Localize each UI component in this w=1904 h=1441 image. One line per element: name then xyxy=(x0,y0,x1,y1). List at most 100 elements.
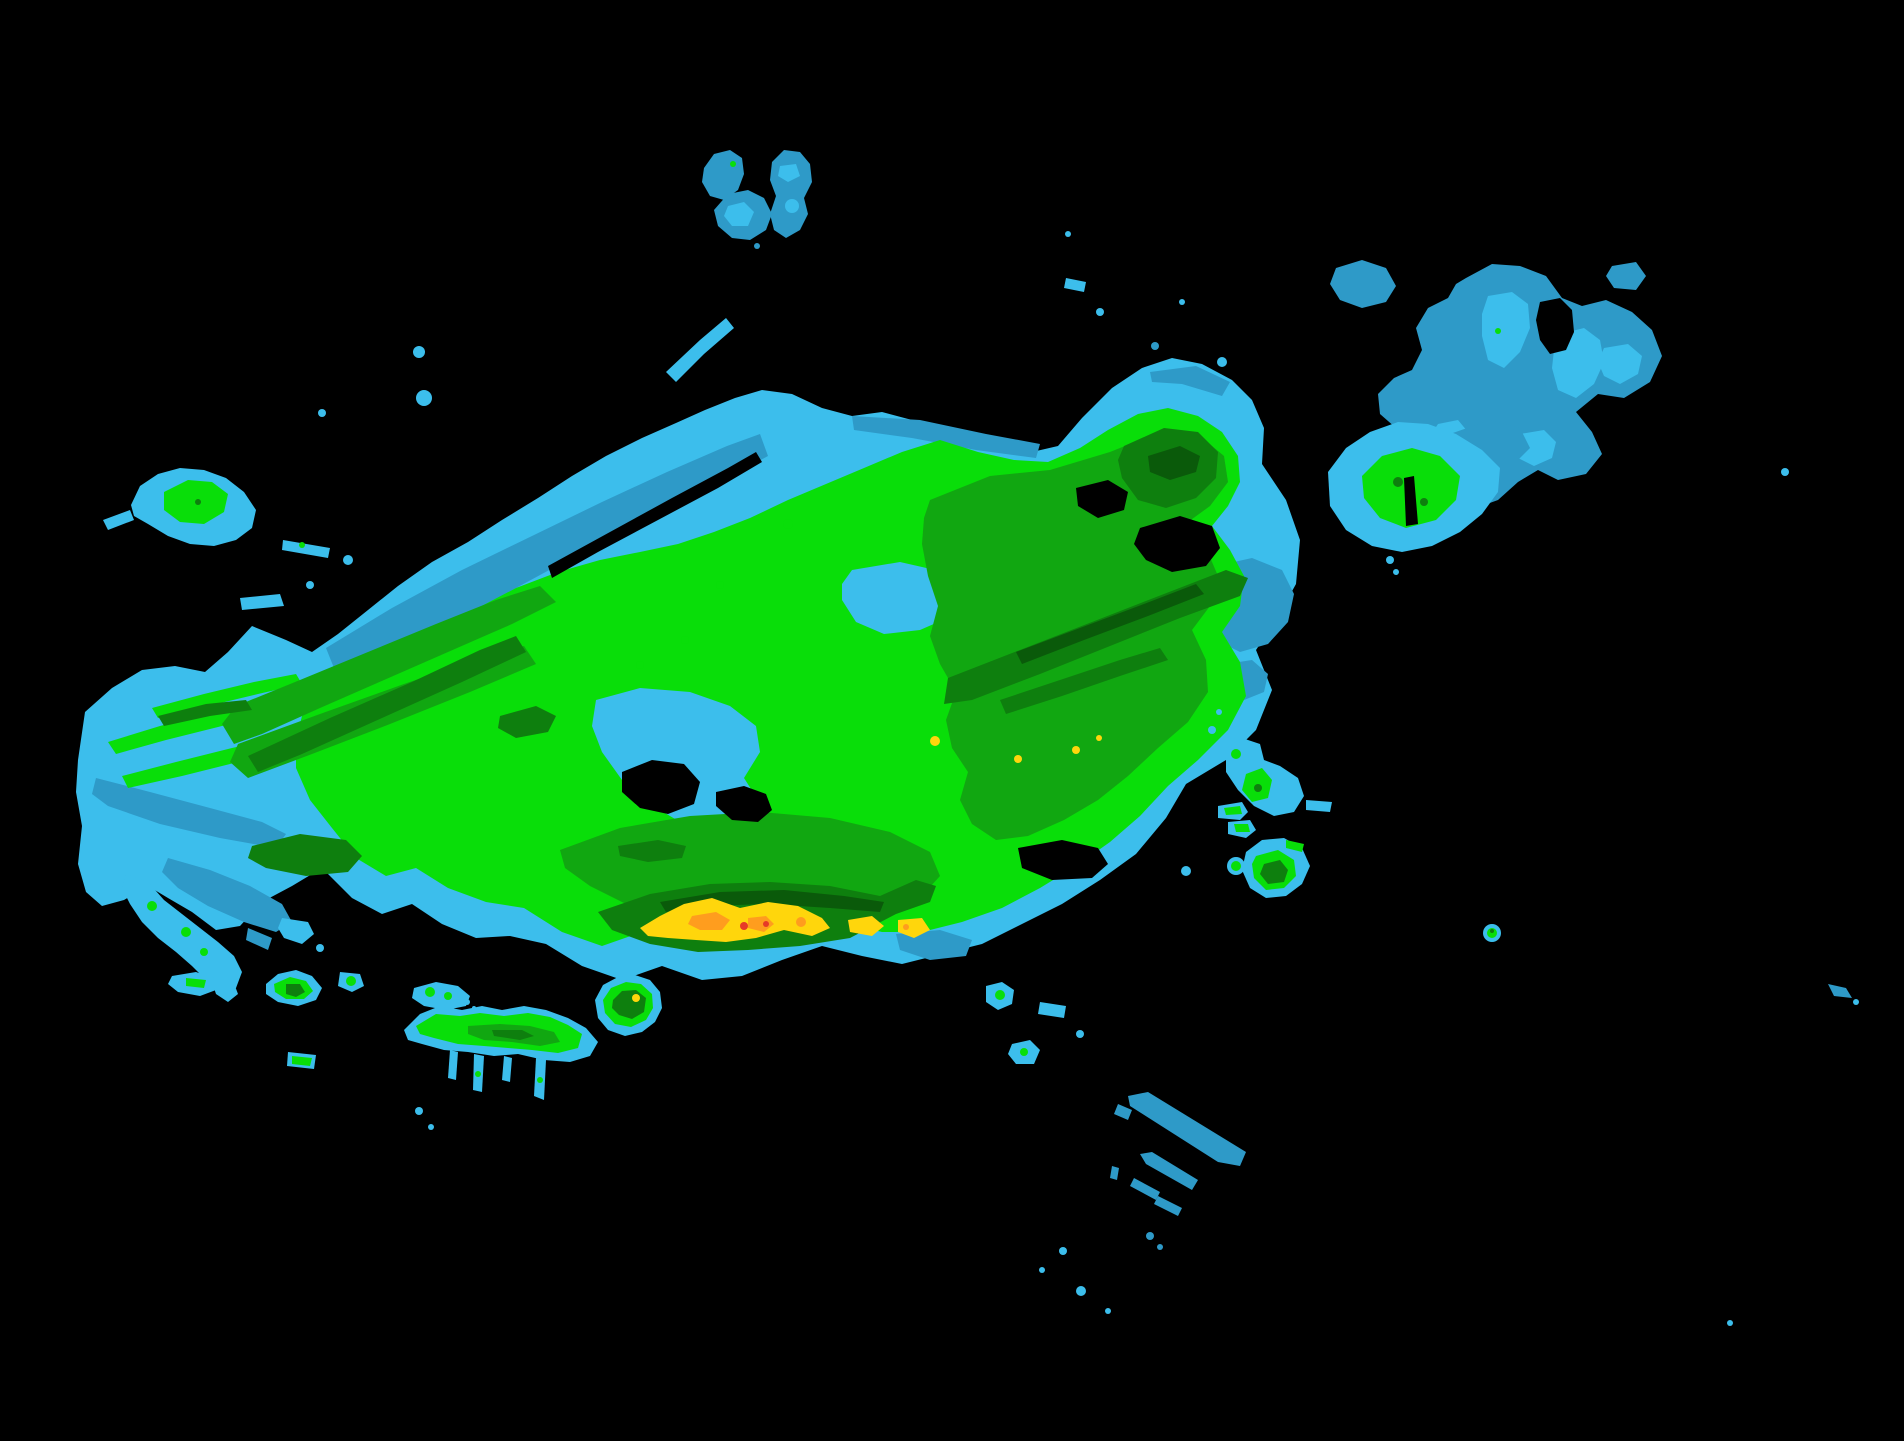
radar-speck-64 xyxy=(1151,342,1159,350)
radar-shape-cluster-e-dash-1-green xyxy=(1224,806,1242,815)
radar-shape-mid-south-dash xyxy=(1038,1002,1066,1018)
radar-shape-ur-nub xyxy=(1606,262,1646,290)
radar-speck-45 xyxy=(472,1006,476,1010)
radar-speck-24 xyxy=(1420,498,1428,506)
radar-speck-15 xyxy=(1014,755,1022,763)
radar-speck-14 xyxy=(930,736,940,746)
radar-speck-40 xyxy=(316,944,324,952)
radar-speck-5 xyxy=(299,542,305,548)
radar-speck-65 xyxy=(1179,299,1185,305)
radar-speck-47 xyxy=(537,1077,543,1083)
radar-speck-43 xyxy=(444,992,452,1000)
radar-speck-16 xyxy=(1072,746,1080,754)
radar-speck-46 xyxy=(475,1071,481,1077)
radar-speck-30 xyxy=(1231,861,1241,871)
radar-shape-black-hole-2 xyxy=(716,786,772,822)
radar-shape-sw-green-blob-1-dark xyxy=(286,984,305,997)
radar-speck-44 xyxy=(464,999,470,1005)
radar-speck-10 xyxy=(783,519,793,529)
radar-shape-sw-tail-1 xyxy=(448,1050,458,1080)
radar-speck-31 xyxy=(1181,866,1191,876)
radar-shape-arm-steel xyxy=(326,434,768,678)
radar-speck-32 xyxy=(1208,726,1216,734)
radar-speck-26 xyxy=(1393,569,1399,575)
radar-speck-53 xyxy=(1059,1247,1067,1255)
radar-shape-darkgreen-fan-streak xyxy=(158,700,252,726)
radar-speck-58 xyxy=(1853,999,1859,1005)
radar-speck-68 xyxy=(1065,231,1071,237)
radar-speck-19 xyxy=(903,924,909,930)
radar-speck-49 xyxy=(415,1107,423,1115)
radar-speck-61 xyxy=(1490,929,1494,933)
radar-speck-62 xyxy=(1727,1320,1733,1326)
radar-speck-1 xyxy=(416,390,432,406)
radar-shape-black-seam xyxy=(548,452,762,578)
radar-speck-20 xyxy=(740,922,748,930)
radar-shape-top-steel-strip xyxy=(852,416,1040,458)
radar-shape-cluster-e-blob-2-dash xyxy=(1286,840,1304,852)
radar-shape-ur-cyan-1 xyxy=(1482,292,1530,368)
radar-shape-ur-black-notch xyxy=(1536,298,1574,354)
radar-shape-top-spur xyxy=(666,318,734,382)
radar-shape-nw-tail xyxy=(103,510,134,530)
radar-shape-sw-steel-band xyxy=(162,858,292,932)
radar-shape-black-hole-3 xyxy=(1018,840,1108,880)
radar-shape-ur-nw-piece xyxy=(1330,260,1396,308)
radar-shape-cluster-e-dash-3 xyxy=(1306,800,1332,812)
radar-shape-ur-sw-black-slit xyxy=(1404,476,1418,526)
radar-speck-66 xyxy=(1217,357,1227,367)
radar-shape-darkgreen-ridge-ne-branch xyxy=(1000,648,1168,714)
radar-shape-medgreen-west-1 xyxy=(222,586,556,744)
radar-shape-streak-3 xyxy=(1130,1178,1160,1200)
radar-speck-17 xyxy=(1096,735,1102,741)
radar-shape-yellow-east-2 xyxy=(898,918,930,938)
radar-speck-41 xyxy=(346,976,356,986)
radar-speck-6 xyxy=(195,499,201,505)
radar-speck-2 xyxy=(318,409,326,417)
radar-speck-54 xyxy=(1076,1286,1086,1296)
radar-speck-50 xyxy=(428,1124,434,1130)
radar-speck-37 xyxy=(147,901,157,911)
radar-speck-52 xyxy=(1157,1244,1163,1250)
radar-speck-55 xyxy=(1105,1308,1111,1314)
radar-speck-9 xyxy=(754,243,760,249)
radar-shape-cluster-e-dash-2-green xyxy=(1234,824,1250,832)
radar-speck-23 xyxy=(1393,477,1403,487)
radar-speck-42 xyxy=(425,987,435,997)
radar-shape-ne-scatter-dash xyxy=(1064,278,1086,292)
radar-shape-top-blob-3-cyan xyxy=(778,164,800,182)
radar-shape-black-hole-1 xyxy=(622,760,700,814)
radar-shape-streak-1 xyxy=(1128,1092,1246,1166)
radar-shape-west-dash-2 xyxy=(240,594,284,610)
radar-speck-3 xyxy=(343,555,353,565)
radar-shape-sw-big-blob-dark xyxy=(492,1030,534,1040)
radar-speck-28 xyxy=(1254,784,1262,792)
radar-shape-black-hole-4 xyxy=(1134,516,1220,572)
radar-speck-18 xyxy=(796,917,806,927)
radar-speck-7 xyxy=(730,161,736,167)
radar-speck-11 xyxy=(716,581,724,589)
radar-shape-sw-green-dash-2 xyxy=(292,1056,312,1066)
radar-shape-top-blob-2-cyan xyxy=(724,202,754,226)
radar-shape-sw-tail-3 xyxy=(502,1056,512,1082)
radar-speck-48 xyxy=(632,994,640,1002)
radar-shape-ne-top-steel xyxy=(1150,366,1230,396)
radar-speck-21 xyxy=(763,921,769,927)
radar-speck-13 xyxy=(636,661,644,669)
radar-shape-fan-green-streak-1 xyxy=(108,702,268,754)
radar-speck-4 xyxy=(306,581,314,589)
radar-speck-63 xyxy=(1096,308,1104,316)
radar-shape-forest-ne-dot xyxy=(1148,446,1200,480)
radar-shape-streak-dash xyxy=(1114,1104,1132,1120)
radar-speck-25 xyxy=(1386,556,1394,564)
radar-shape-sw-hook-green xyxy=(186,978,206,988)
radar-shape-orange-core-1 xyxy=(688,912,730,930)
radar-shape-yellow-core xyxy=(640,898,830,942)
radar-shape-darkgreen-mid-1 xyxy=(498,706,556,738)
radar-speck-8 xyxy=(785,199,799,213)
radar-shape-forest-ne xyxy=(1016,584,1204,664)
radar-speck-0 xyxy=(413,346,425,358)
radar-shape-black-hole-5 xyxy=(1076,480,1128,518)
